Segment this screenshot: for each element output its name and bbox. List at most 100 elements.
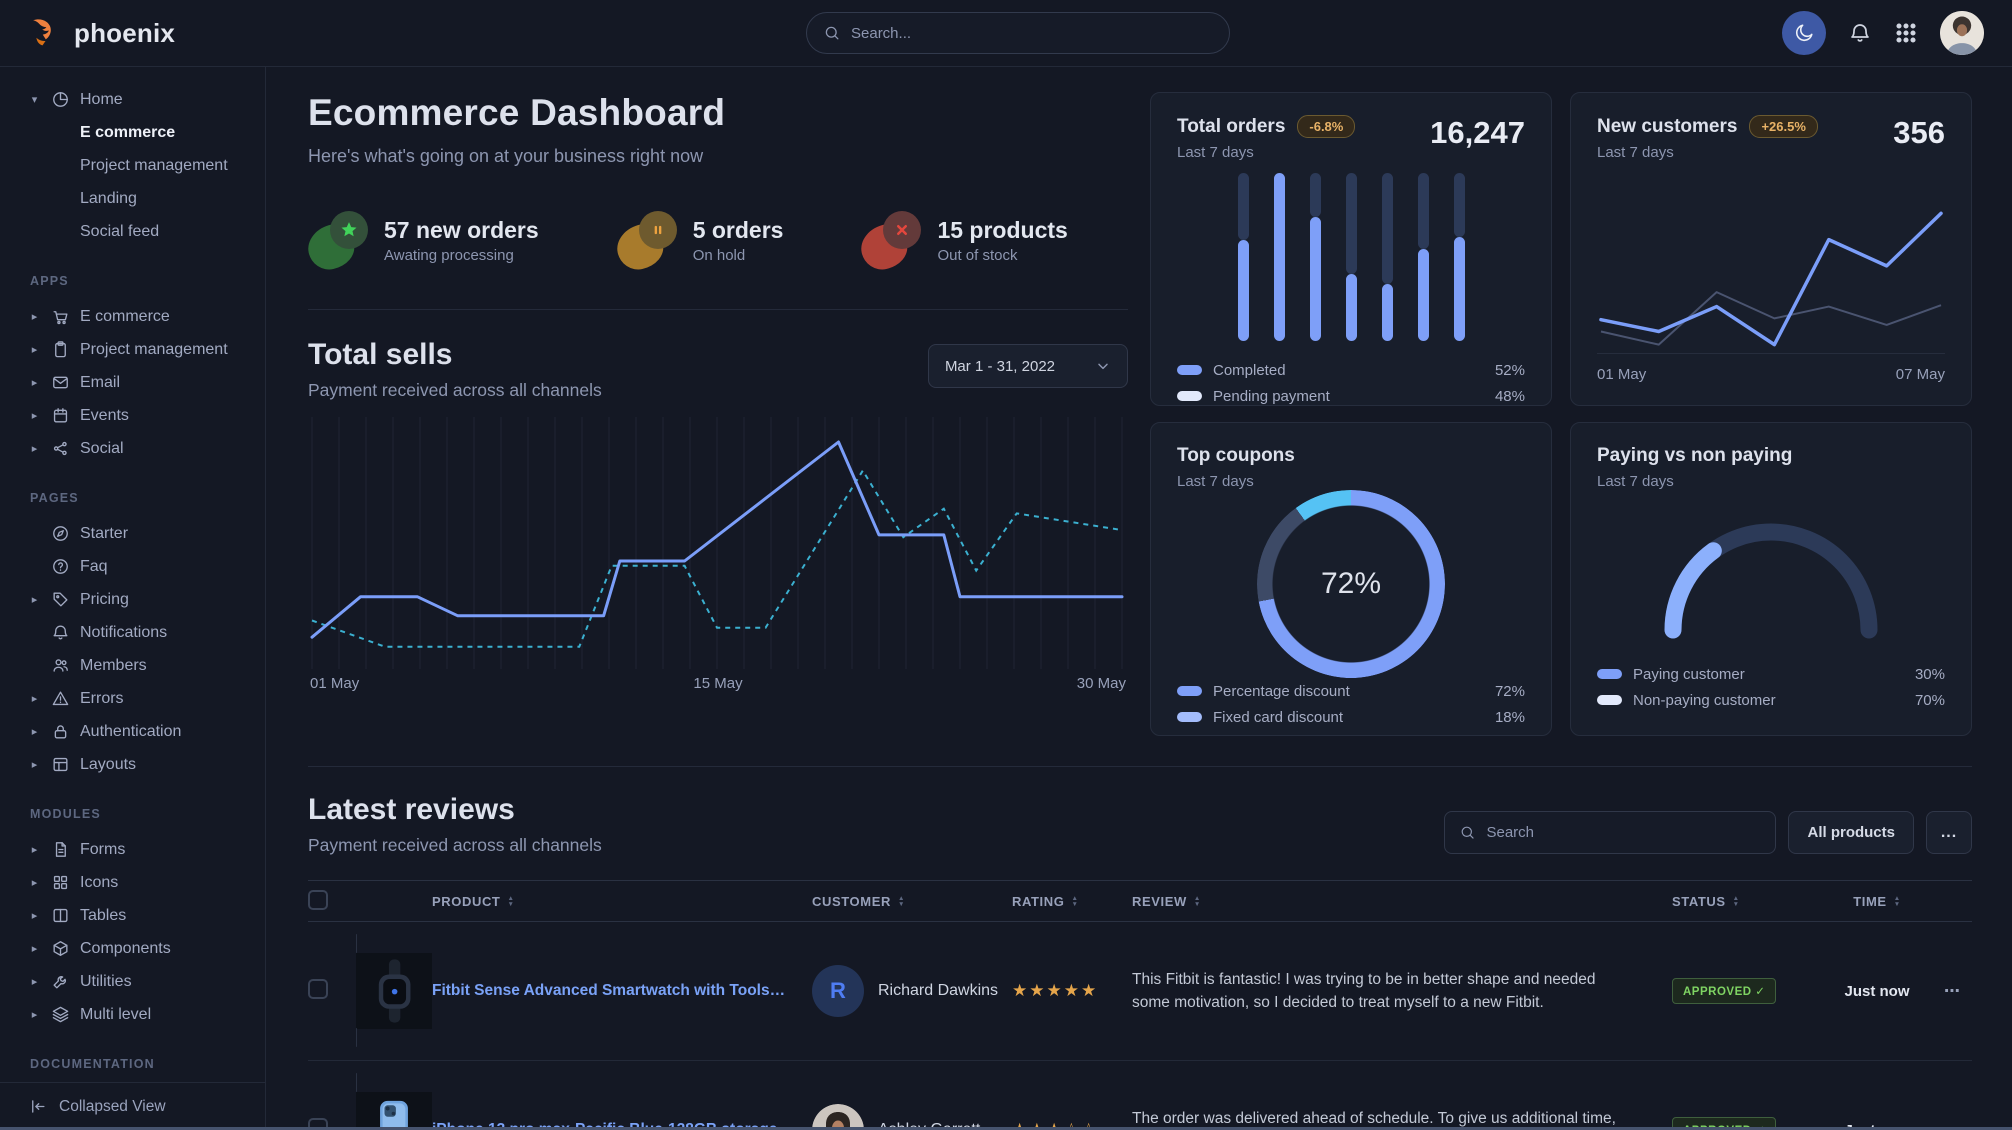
clipboard-icon — [51, 340, 70, 359]
sidebar-item-members[interactable]: Members — [28, 649, 255, 682]
caret-icon: ▸ — [31, 759, 38, 771]
column-header-review[interactable]: REVIEW ▲ ▼ — [1132, 893, 1201, 909]
users-icon — [51, 656, 70, 675]
new-customers-x-axis: 01 May 07 May — [1597, 353, 1945, 383]
sidebar-item-multi-level[interactable]: ▸ Multi level — [28, 998, 255, 1031]
sidebar-item-utilities[interactable]: ▸ Utilities — [28, 965, 255, 998]
column-header-rating[interactable]: RATING ▲ ▼ — [1012, 893, 1079, 909]
select-all-checkbox[interactable] — [308, 889, 328, 910]
reviews-search[interactable] — [1444, 811, 1777, 854]
product-thumbnail[interactable] — [356, 1073, 432, 1130]
order-bar — [1237, 173, 1249, 341]
sidebar-item-faq[interactable]: Faq — [28, 550, 255, 583]
apps-grid-button[interactable] — [1894, 21, 1918, 45]
theme-toggle-button[interactable] — [1782, 11, 1826, 55]
column-header-status[interactable]: STATUS ▲ ▼ — [1672, 893, 1740, 909]
row-checkbox[interactable] — [308, 978, 328, 999]
caret-icon: ▸ — [31, 410, 38, 422]
horizontal-scrollbar[interactable] — [0, 1127, 2012, 1130]
sidebar-item-authentication[interactable]: ▸ Authentication — [28, 715, 255, 748]
customer-name: Ashley Garrett — [878, 1121, 981, 1130]
total-sells-chart — [308, 417, 1128, 669]
brand-name: phoenix — [74, 17, 176, 48]
sidebar-item-components[interactable]: ▸ Components — [28, 932, 255, 965]
sidebar-item-events[interactable]: ▸ Events — [28, 399, 255, 432]
sidebar-item-notifications[interactable]: Notifications — [28, 616, 255, 649]
product-thumbnail[interactable] — [356, 934, 432, 1047]
sidebar-item-social-feed[interactable]: Social feed — [80, 223, 160, 240]
sidebar-item-project-management[interactable]: ▸ Project management — [28, 333, 255, 366]
sidebar-item-home[interactable]: ▾ Home — [28, 83, 255, 116]
navbar-search-input[interactable] — [851, 24, 1213, 42]
paying-vs-nonpaying-card: Paying vs non paying Last 7 days Paying … — [1570, 422, 1972, 736]
bell-icon — [1848, 21, 1872, 45]
paying-legend: Paying customer 30% Non-paying customer 70% — [1597, 661, 1945, 713]
new-customers-badge: +26.5% — [1749, 115, 1818, 138]
user-avatar[interactable] — [1940, 11, 1984, 55]
total-orders-title: Total orders — [1177, 115, 1286, 137]
column-header-customer[interactable]: CUSTOMER ▲ ▼ — [812, 893, 906, 909]
sidebar-item-starter[interactable]: Starter — [28, 517, 255, 550]
order-bar — [1417, 173, 1429, 341]
customer-name: Richard Dawkins — [878, 982, 999, 999]
layout-icon — [51, 755, 70, 774]
reviews-menu-button[interactable]: ... — [1926, 811, 1972, 854]
sidebar-item-e-commerce[interactable]: E commerce — [80, 124, 176, 141]
total-orders-badge: -6.8% — [1297, 115, 1356, 138]
sidebar-item-pricing[interactable]: ▸ Pricing — [28, 583, 255, 616]
sidebar-item-e-commerce[interactable]: ▸ E commerce — [28, 300, 255, 333]
sidebar-item-forms[interactable]: ▸ Forms — [28, 833, 255, 866]
legend-swatch — [1177, 686, 1202, 696]
x-mark-icon — [883, 211, 922, 249]
sidebar-item-email[interactable]: ▸ Email — [28, 366, 255, 399]
sidebar-item-landing[interactable]: Landing — [80, 190, 137, 207]
reviews-divider — [308, 766, 1972, 767]
x-axis-label: 01 May — [1597, 366, 1647, 383]
grid-squares-icon — [51, 873, 70, 892]
product-link[interactable]: Fitbit Sense Advanced Smartwatch with To… — [432, 982, 802, 999]
x-axis-label: 30 May — [1076, 675, 1126, 692]
column-header-product[interactable]: PRODUCT ▲ ▼ — [432, 893, 515, 909]
row-menu-button[interactable]: ⋯ — [1932, 981, 1972, 1001]
box-icon — [51, 939, 70, 958]
sidebar-item-errors[interactable]: ▸ Errors — [28, 682, 255, 715]
date-range-select[interactable]: Mar 1 - 31, 2022 — [927, 344, 1128, 388]
navbar-actions — [1782, 11, 1984, 55]
order-bar — [1309, 173, 1321, 341]
caret-icon: ▸ — [31, 377, 38, 389]
calendar-icon — [51, 406, 70, 425]
stat-out-of-stock: 15 products Out of stock — [857, 211, 1068, 274]
customer-avatar: R — [812, 965, 864, 1017]
review-text: This Fitbit is fantastic! I was trying t… — [1132, 970, 1596, 1011]
sidebar-heading-pages: PAGES — [30, 491, 79, 505]
notifications-button[interactable] — [1848, 21, 1872, 45]
caret-icon: ▸ — [31, 594, 38, 606]
total-sells-title: Total sells — [308, 338, 453, 371]
order-stats-row: 57 new orders Awating processing 5 orders O… — [303, 211, 1128, 274]
all-products-button[interactable]: All products — [1788, 811, 1914, 854]
sidebar-item-project-management[interactable]: Project management — [80, 157, 228, 174]
caret-icon: ▸ — [31, 844, 38, 856]
order-bar — [1453, 173, 1465, 341]
sidebar-collapse-toggle[interactable]: Collapsed View — [0, 1082, 265, 1130]
x-axis-label: 07 May — [1895, 366, 1945, 383]
x-axis-label: 15 May — [693, 675, 743, 692]
column-header-time[interactable]: TIME ▲ ▼ — [1853, 893, 1901, 909]
new-customers-title: New customers — [1597, 115, 1738, 137]
legend-row-fixed-card-discount: Fixed card discount 18% — [1177, 704, 1525, 730]
reviews-title: Latest reviews — [308, 793, 515, 826]
top-coupons-donut-chart: 72% — [1257, 490, 1445, 678]
sort-icon: ▲ ▼ — [1893, 894, 1901, 908]
total-sells-subtitle: Payment received across all channels — [308, 380, 602, 400]
reviews-search-input[interactable] — [1486, 824, 1762, 841]
sidebar-item-social[interactable]: ▸ Social — [28, 432, 255, 465]
navbar-search[interactable] — [806, 12, 1230, 54]
status-badge: APPROVED ✓ — [1672, 978, 1777, 1004]
sidebar-item-layouts[interactable]: ▸ Layouts — [28, 748, 255, 781]
row-checkbox[interactable] — [308, 1117, 328, 1130]
sidebar-item-icons[interactable]: ▸ Icons — [28, 866, 255, 899]
sidebar-item-tables[interactable]: ▸ Tables — [28, 899, 255, 932]
brand-logo[interactable]: phoenix — [30, 16, 175, 50]
row-menu-button[interactable]: ⋯ — [1932, 1120, 1972, 1130]
